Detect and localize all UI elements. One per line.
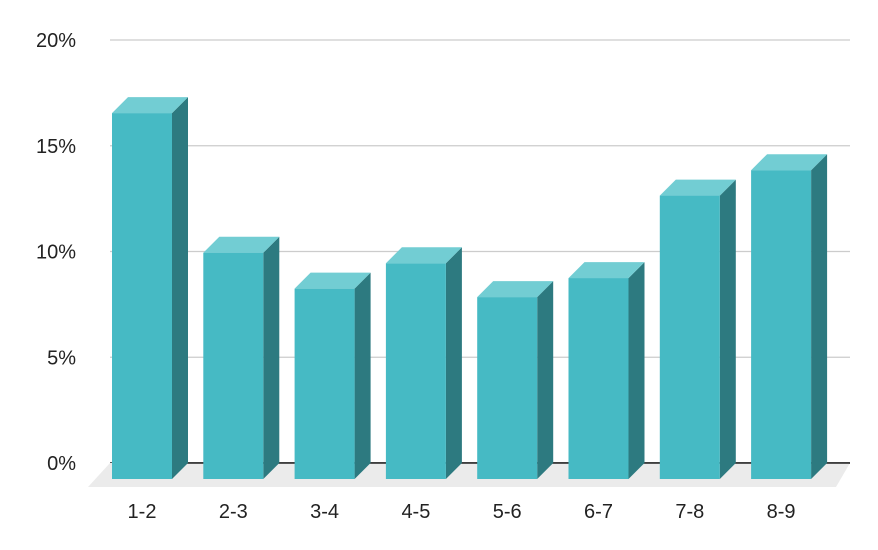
- bars: [112, 97, 828, 479]
- bar-3-4: [294, 272, 371, 479]
- bar-4-5: [385, 247, 462, 479]
- bar-top: [659, 179, 736, 196]
- bar-front: [294, 288, 355, 479]
- bar-6-7: [568, 262, 645, 479]
- y-tick-label: 0%: [47, 453, 76, 475]
- bar-top: [294, 272, 371, 289]
- bar-top: [568, 262, 645, 279]
- x-tick-label: 5-6: [493, 501, 522, 523]
- bar-front: [568, 278, 629, 479]
- x-tick-label: 6-7: [584, 501, 613, 523]
- bar-5-6: [477, 281, 554, 479]
- x-axis: 1-2 2-3 3-4 4-5 5-6 6-7 7-8 8-9: [128, 501, 796, 523]
- bar-top: [203, 236, 280, 253]
- bar-side: [811, 154, 828, 479]
- x-tick-label: 1-2: [128, 501, 157, 523]
- y-axis: 0% 5% 10% 15% 20%: [36, 30, 76, 475]
- x-tick-label: 8-9: [767, 501, 796, 523]
- floor-plane: [88, 463, 850, 487]
- bar-2-3: [203, 236, 280, 479]
- bar-top: [751, 154, 828, 171]
- y-tick-label: 5%: [47, 347, 76, 369]
- x-tick-label: 4-5: [401, 501, 430, 523]
- bar-side: [628, 262, 645, 479]
- bar-side: [719, 179, 736, 479]
- bar-side: [445, 247, 462, 479]
- bar-front: [385, 263, 446, 479]
- bar-top: [112, 97, 188, 114]
- bar-side: [354, 272, 371, 479]
- y-tick-label: 15%: [36, 136, 76, 158]
- y-tick-label: 10%: [36, 242, 76, 264]
- bar-front: [477, 297, 538, 479]
- bar-7-8: [659, 179, 736, 479]
- x-tick-label: 7-8: [675, 501, 704, 523]
- y-tick-label: 20%: [36, 30, 76, 52]
- bar-front: [751, 170, 812, 479]
- x-tick-label: 3-4: [310, 501, 339, 523]
- bar-front: [112, 113, 172, 479]
- bar-side: [537, 281, 554, 479]
- chart-floor: [88, 462, 850, 487]
- x-tick-label: 2-3: [219, 501, 248, 523]
- bar-8-9: [751, 154, 828, 479]
- bar-side: [172, 97, 188, 479]
- bar-side: [263, 236, 280, 479]
- bar-front: [659, 195, 720, 479]
- bar-top: [385, 247, 462, 264]
- bar-top: [477, 281, 554, 298]
- bar-front: [203, 252, 264, 479]
- bar-1-2: [112, 97, 188, 479]
